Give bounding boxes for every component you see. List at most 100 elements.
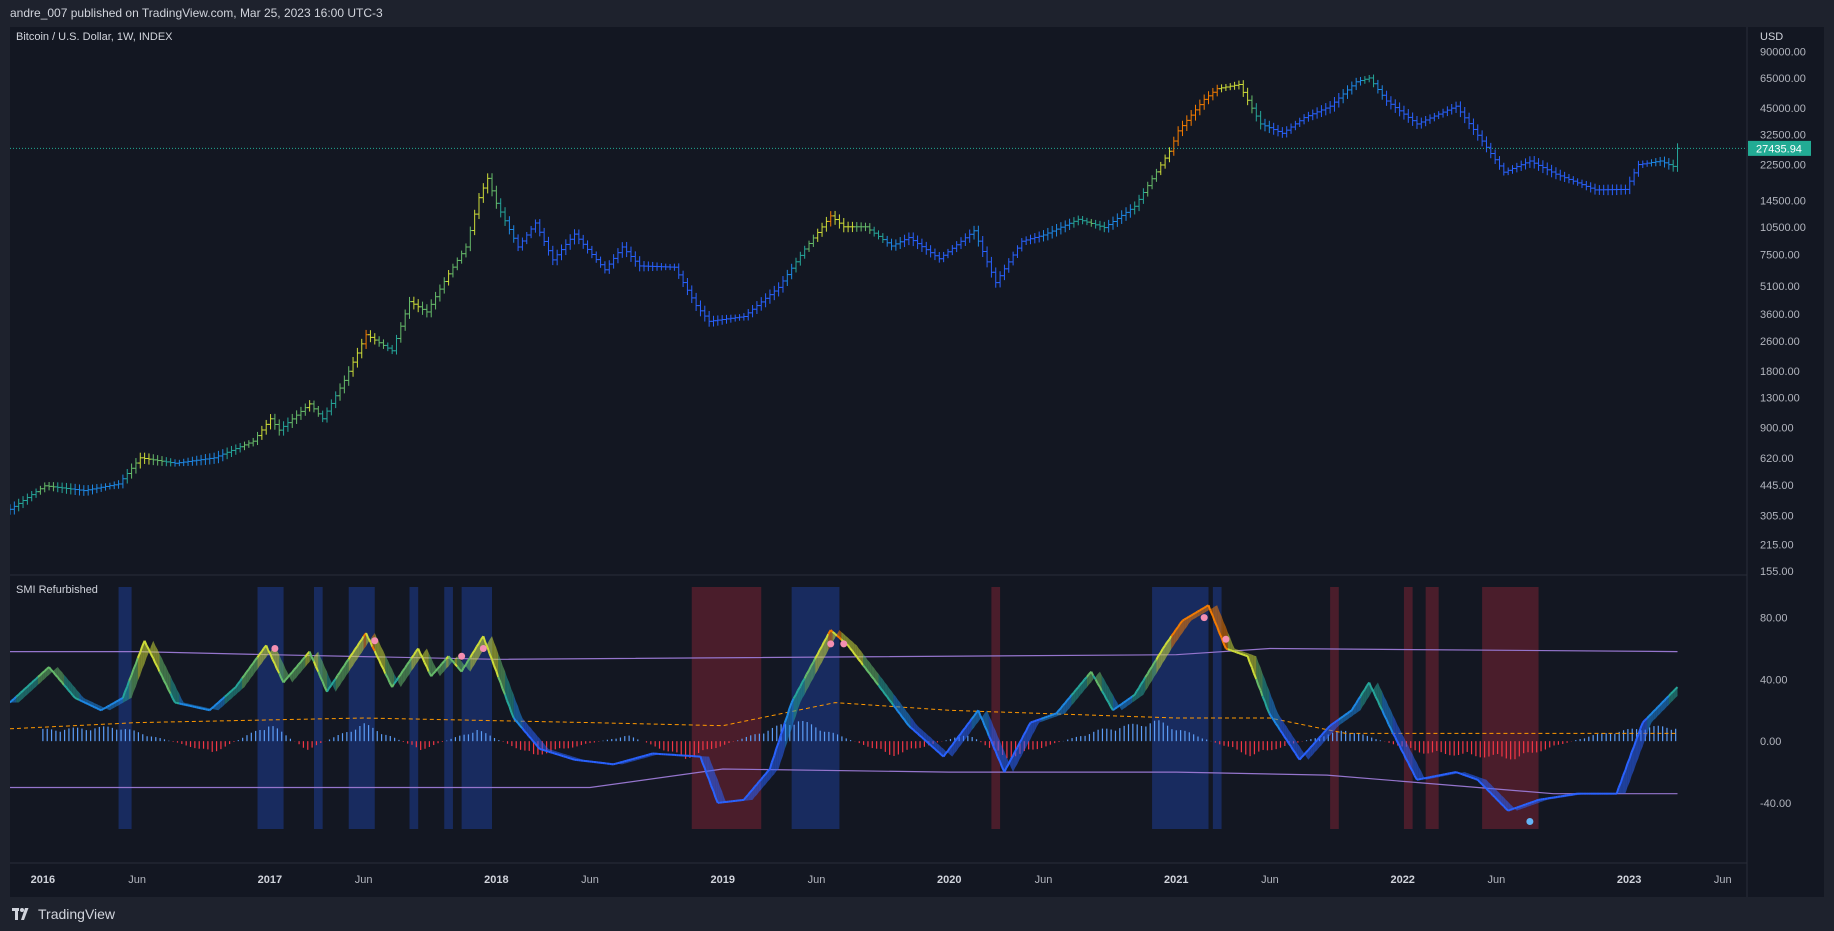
shaded-region [118, 587, 132, 829]
smi-line-segment [938, 752, 942, 756]
smi-line-segment [282, 679, 287, 684]
smi-line-segment [1483, 785, 1488, 790]
histogram-bar [1510, 741, 1512, 760]
price-bar [1666, 158, 1672, 170]
ribbon-segment [72, 685, 76, 698]
ribbon-segment [250, 663, 254, 679]
smi-line-segment [1274, 722, 1279, 728]
histogram-bar [1614, 733, 1616, 742]
smi-line-segment [300, 658, 304, 663]
smi-line-segment [1318, 734, 1323, 739]
tradingview-logo[interactable]: TradingView [12, 897, 115, 931]
smi-line-segment [454, 663, 458, 668]
histogram-bar [819, 730, 821, 742]
smi-line-segment [1268, 712, 1273, 718]
price-bar [81, 485, 87, 496]
smi-line-segment [1251, 667, 1255, 674]
ribbon-segment [988, 715, 992, 742]
ribbon-segment [492, 636, 494, 666]
histogram-bar [1483, 741, 1486, 758]
price-axis[interactable]: 155.00215.00305.00445.00620.00900.001300… [1760, 46, 1806, 578]
price-bar [433, 291, 439, 310]
smi-line-segment [1648, 713, 1653, 717]
histogram-bar [936, 741, 939, 743]
smi-line-segment [830, 629, 834, 633]
ribbon-segment [353, 649, 355, 666]
ribbon-segment [987, 710, 989, 737]
price-bar [485, 173, 491, 194]
price-pane[interactable]: Bitcoin / U.S. Dollar, 1W, INDEX [7, 31, 1747, 515]
price-bar [1462, 107, 1468, 124]
ribbon-segment [231, 689, 234, 699]
time-axis[interactable]: 2016 Jun 2017 Jun 2018 Jun 2019 Jun 2020 Jun 2021 J… [31, 874, 1732, 886]
smi-line-segment [949, 744, 954, 749]
histogram-bar [580, 741, 582, 746]
price-bar [1049, 225, 1055, 239]
smi-line-segment [1378, 705, 1384, 711]
smi-line-segment [1040, 717, 1044, 720]
ribbon-segment [1153, 659, 1157, 678]
smi-line-segment [1652, 708, 1657, 713]
ribbon-segment [1397, 724, 1400, 746]
price-bar [754, 301, 760, 315]
histogram-bar [1284, 741, 1286, 747]
price-bar [1310, 109, 1316, 121]
histogram-bar [1253, 741, 1256, 755]
ribbon-segment [1001, 746, 1005, 773]
smi-line-segment [1485, 787, 1490, 792]
publish-header: andre_007 published on TradingView.com, … [0, 0, 1834, 27]
price-bar [975, 225, 981, 247]
smi-line-segment [30, 680, 35, 684]
price-bars [7, 74, 1681, 515]
price-bar [1027, 234, 1033, 245]
smi-pane[interactable]: SMI Refurbished [9, 584, 1679, 829]
smi-line-segment [92, 705, 95, 709]
histogram-bar [307, 741, 309, 750]
smi-line-segment [1661, 699, 1666, 704]
smi-line-segment [1464, 774, 1467, 777]
smi-line-segment [803, 673, 808, 679]
price-tick-label: 7500.00 [1760, 249, 1800, 261]
histogram-bar [1036, 741, 1038, 750]
shaded-region [1330, 587, 1339, 829]
histogram-bar [1457, 741, 1460, 756]
price-bar [1648, 159, 1654, 167]
ribbon-segment [921, 729, 924, 740]
ribbon-segment [407, 661, 410, 678]
shaded-region [691, 587, 762, 829]
smi-line-segment [970, 715, 975, 720]
price-bar [980, 236, 986, 258]
price-bar [1271, 122, 1277, 135]
smi-line-segment [1135, 687, 1140, 692]
ribbon-segment [76, 690, 80, 700]
price-bar [241, 441, 247, 451]
ribbon-segment [1143, 677, 1146, 695]
ribbon-segment [27, 684, 30, 695]
smi-line-segment [565, 756, 569, 759]
ribbon-segment [472, 650, 475, 669]
signal-dot [271, 645, 279, 652]
smi-line-segment [1348, 709, 1353, 713]
smi-line-segment [1400, 749, 1405, 755]
smi-line-segment [552, 752, 556, 755]
histogram-bar [1475, 741, 1477, 757]
price-bar [719, 315, 725, 325]
ribbon-segment [778, 735, 781, 769]
price-bar [107, 482, 113, 490]
smi-line-segment [636, 756, 640, 759]
smi-line-segment [1068, 694, 1073, 699]
ribbon-segment [1221, 616, 1224, 644]
ribbon-segment [428, 653, 432, 677]
smi-line-segment [1064, 699, 1068, 704]
price-bar [1071, 217, 1077, 228]
smi-line-segment [1051, 713, 1055, 716]
price-bar [1375, 79, 1381, 94]
histogram-bar [346, 732, 348, 742]
histogram-bar [532, 741, 535, 755]
ribbon-segment [797, 686, 801, 710]
smi-line-segment [1657, 704, 1661, 708]
smi-line-segment [24, 685, 28, 690]
time-tick-label: Jun [808, 874, 826, 886]
histogram-bar [281, 731, 283, 742]
